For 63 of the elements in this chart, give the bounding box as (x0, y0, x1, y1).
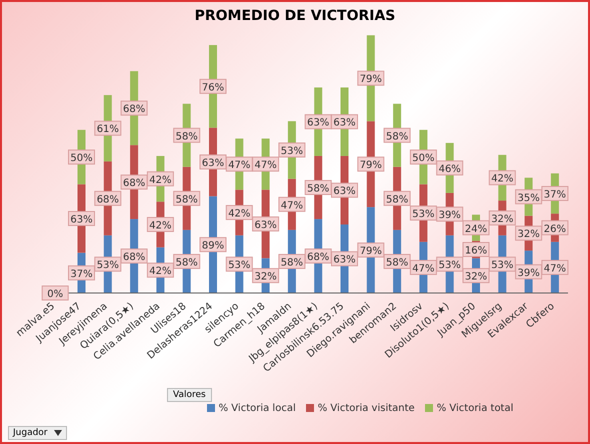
data-label: 53% (96, 260, 119, 272)
data-label: 68% (122, 252, 146, 264)
data-label: 47% (412, 263, 435, 274)
data-label: 42% (149, 266, 172, 278)
data-label: 79% (360, 246, 382, 258)
data-label: 58% (307, 184, 330, 195)
data-label: 63% (70, 214, 93, 226)
data-label: 42% (491, 174, 514, 185)
data-label: 47% (544, 263, 566, 274)
data-label: 32% (254, 272, 277, 283)
data-label: 50% (412, 153, 435, 164)
data-label: 61% (96, 124, 119, 136)
data-label: 79% (360, 160, 382, 172)
data-label: 58% (280, 257, 304, 268)
data-label: 79% (360, 74, 382, 86)
data-label: 47% (228, 160, 250, 172)
data-label: 68% (307, 252, 330, 264)
data-label: 53% (491, 260, 514, 272)
data-label: 53% (438, 260, 461, 272)
data-label: 42% (149, 174, 172, 186)
data-label: 58% (386, 194, 408, 206)
data-label: 63% (202, 158, 224, 169)
data-label: 53% (412, 209, 435, 220)
data-label: 68% (122, 104, 146, 116)
data-label: 58% (386, 257, 408, 268)
legend-label: % Victoria local (218, 403, 296, 414)
data-label: 47% (254, 160, 277, 172)
text: Jugador (13, 428, 48, 438)
data-label: 39% (438, 210, 461, 222)
data-label: 24% (464, 224, 488, 235)
legend-label: % Victoria total (436, 403, 514, 414)
data-label: 37% (70, 268, 93, 280)
data-label: 35% (517, 192, 540, 204)
data-label: 32% (491, 214, 514, 225)
data-label: 32% (517, 229, 540, 240)
data-label: 32% (464, 272, 488, 283)
legend-label: % Victoria visitante (318, 403, 415, 414)
data-label: 26% (544, 224, 566, 235)
data-label: 58% (386, 131, 408, 142)
data-label: 58% (176, 194, 198, 206)
data-label: 42% (149, 220, 172, 232)
data-label: 46% (438, 164, 461, 175)
data-label: 63% (333, 186, 356, 198)
data-label: 63% (333, 254, 356, 266)
data-label: 63% (333, 118, 356, 129)
data-label: 39% (517, 268, 540, 279)
data-label: 42% (228, 208, 250, 220)
data-label: 53% (280, 146, 304, 157)
data-label: 89% (202, 240, 224, 252)
data-label: 53% (228, 260, 250, 272)
data-label: 68% (96, 194, 119, 206)
chart-title: PROMEDIO DE VICTORIAS (194, 8, 396, 24)
data-label: 58% (176, 131, 198, 142)
data-label: 50% (70, 153, 93, 164)
text: Valores (167, 388, 212, 402)
data-label: 76% (202, 82, 224, 94)
data-label: 63% (307, 118, 330, 129)
data-label: 68% (122, 178, 146, 190)
data-label: 0% (47, 289, 64, 300)
data-label: 63% (254, 220, 277, 231)
data-label: 47% (280, 200, 304, 212)
data-label: 37% (544, 189, 566, 200)
data-label: 58% (176, 257, 198, 268)
